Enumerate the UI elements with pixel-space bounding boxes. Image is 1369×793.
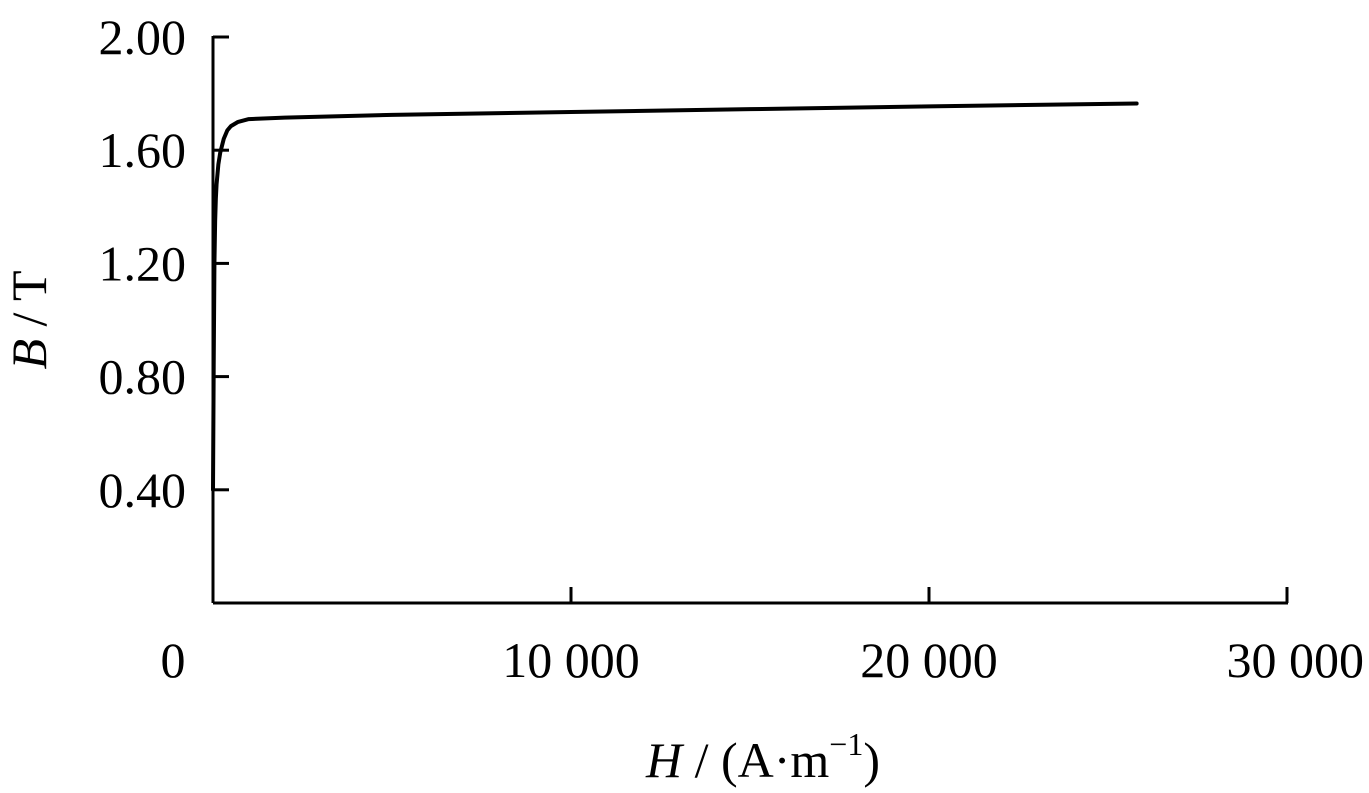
y-axis-label: B / T (1, 270, 57, 369)
y-tick-label: 0.40 (99, 462, 187, 518)
y-tick-label: 0.80 (99, 349, 187, 405)
x-tick-label: 30 000 (1227, 632, 1365, 688)
y-tick-label: 1.20 (99, 235, 187, 291)
axes (211, 36, 1288, 605)
x-tick-label: 0 (161, 632, 186, 688)
y-tick-label: 2.00 (99, 9, 187, 65)
bh-curve-line (211, 101, 1139, 492)
y-tick-label: 1.60 (99, 122, 187, 178)
series-layer (211, 101, 1139, 492)
x-tick-label: 10 000 (502, 632, 640, 688)
x-tick-label: 20 000 (860, 632, 998, 688)
x-axis-label: H / (A·m−1) (645, 726, 880, 788)
ticks: 0.40 0.80 1.20 1.60 2.00 0 10 000 20 000 30 000 (99, 9, 1365, 688)
